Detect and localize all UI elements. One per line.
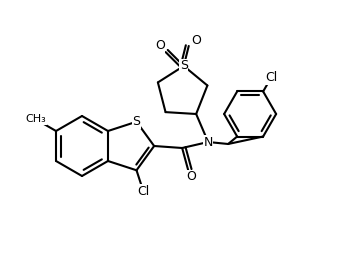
Text: N: N xyxy=(203,135,213,149)
Text: O: O xyxy=(191,34,201,48)
Text: Cl: Cl xyxy=(137,185,149,198)
Text: Cl: Cl xyxy=(265,71,277,84)
Text: S: S xyxy=(180,60,188,73)
Text: O: O xyxy=(155,39,165,52)
Text: S: S xyxy=(132,115,140,128)
Text: CH₃: CH₃ xyxy=(26,115,46,124)
Text: O: O xyxy=(186,170,196,183)
